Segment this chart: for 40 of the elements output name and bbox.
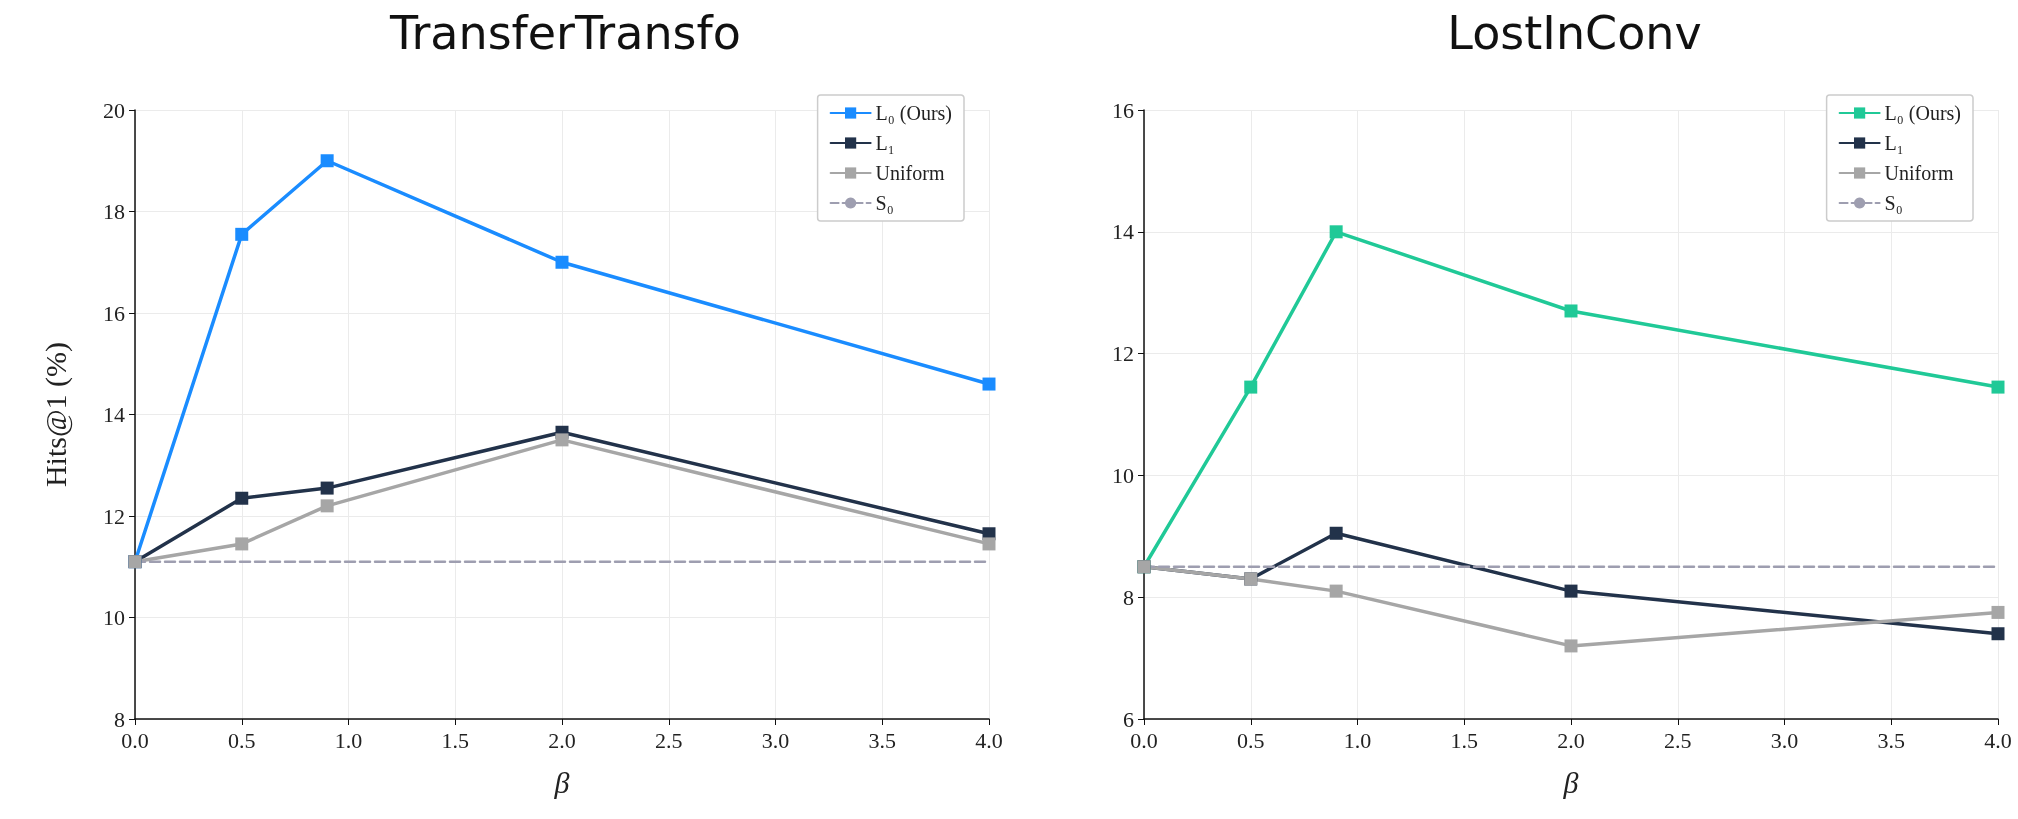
legend-label: Uniform [875, 162, 945, 184]
y-tick-label: 12 [1112, 341, 1134, 367]
x-axis-title: β [1562, 765, 1579, 799]
y-tick-label: 16 [1112, 97, 1134, 123]
y-tick-label: 14 [1112, 219, 1134, 245]
x-tick-label: 3.5 [1877, 727, 1905, 753]
y-tick-label: 20 [103, 97, 125, 123]
legend-label: S₀ [875, 192, 894, 214]
x-tick-label: 1.5 [441, 727, 469, 753]
chart-title: LostInConv [1447, 6, 1702, 60]
x-tick-label: 2.5 [1664, 727, 1692, 753]
y-tick-label: 8 [1123, 584, 1134, 610]
x-tick-label: 3.0 [761, 727, 790, 753]
x-tick-label: 2.5 [655, 727, 683, 753]
y-tick-label: 14 [103, 402, 125, 427]
x-tick-label: 4.0 [975, 727, 1003, 753]
y-axis-title: Hits@1 (%) [38, 341, 73, 488]
legend-label: Uniform [1884, 162, 1954, 184]
legend-label: L₀ (Ours) [1884, 102, 1962, 125]
legend-label: L₁ [1884, 132, 1904, 154]
chart-title: TransferTransfo [389, 6, 741, 60]
x-tick-label: 0.5 [1237, 727, 1265, 753]
y-tick-label: 16 [103, 300, 125, 326]
y-tick-label: 10 [103, 605, 125, 630]
x-tick-label: 3.5 [868, 727, 896, 753]
x-tick-label: 2.0 [548, 727, 576, 753]
y-tick-label: 12 [103, 503, 125, 529]
y-tick-label: 18 [103, 199, 125, 224]
legend-label: S₀ [1884, 192, 1903, 214]
x-tick-label: 1.5 [1450, 727, 1478, 753]
legend-label: L₁ [875, 132, 895, 154]
x-tick-label: 0.5 [228, 727, 256, 753]
y-tick-label: 10 [1112, 462, 1134, 488]
x-tick-label: 1.0 [1343, 727, 1372, 753]
legend-label: L₀ (Ours) [875, 102, 953, 125]
x-tick-label: 2.0 [1557, 727, 1585, 753]
x-tick-label: 3.0 [1770, 727, 1799, 753]
x-tick-label: 1.0 [334, 727, 363, 753]
x-tick-label: 4.0 [1984, 727, 2012, 753]
x-axis-title: β [553, 765, 570, 799]
